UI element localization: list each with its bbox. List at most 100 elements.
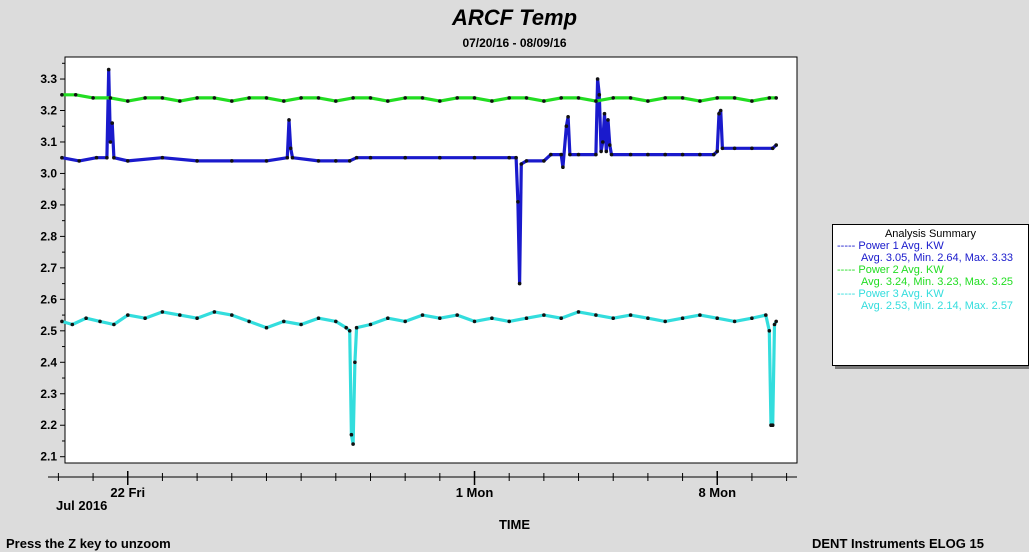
y-tick-label: 2.9 xyxy=(40,198,57,212)
data-point xyxy=(247,319,251,324)
data-point xyxy=(576,152,581,157)
data-point xyxy=(524,159,529,163)
legend-stats-2: Avg. 3.24, Min. 3.23, Max. 3.25 xyxy=(861,276,1014,288)
data-point xyxy=(559,152,563,157)
data-point xyxy=(602,111,607,116)
data-point xyxy=(264,325,269,330)
legend-series-3: ----- Power 3 Avg. KW xyxy=(837,288,944,300)
data-point xyxy=(680,152,685,157)
data-point xyxy=(472,319,477,324)
data-point xyxy=(715,149,719,154)
y-tick-label: 2.3 xyxy=(40,387,57,401)
data-point xyxy=(455,313,460,317)
y-tick-label: 3.1 xyxy=(40,135,57,149)
data-point xyxy=(767,329,772,333)
x-tick-label: 8 Mon xyxy=(698,485,736,500)
data-point xyxy=(455,96,460,100)
data-point xyxy=(112,322,116,327)
plot-area[interactable] xyxy=(64,56,798,464)
data-point xyxy=(576,96,581,100)
data-point xyxy=(354,325,359,330)
data-point xyxy=(559,96,563,100)
data-point xyxy=(628,152,633,157)
data-point xyxy=(403,155,408,160)
data-point xyxy=(386,99,390,103)
data-point xyxy=(126,99,130,103)
data-point xyxy=(110,121,114,125)
data-point xyxy=(195,96,199,100)
data-point xyxy=(732,146,737,151)
data-point xyxy=(282,319,286,324)
data-point xyxy=(490,99,494,103)
data-point xyxy=(353,360,357,365)
data-point xyxy=(472,96,477,100)
data-point xyxy=(472,155,477,160)
data-point xyxy=(564,124,569,128)
legend-stats-3: Avg. 2.53, Min. 2.14, Max. 2.57 xyxy=(861,300,1014,312)
data-point xyxy=(663,96,667,100)
data-point xyxy=(720,146,725,151)
data-point xyxy=(718,108,723,113)
y-axis: 2.1 2.2 2.3 2.4 2.5 2.6 2.7 2.8 2.9 3.0 3.1 3.2 3.3 xyxy=(40,62,65,464)
chart-title: ARCF Temp xyxy=(451,5,578,30)
data-point xyxy=(334,159,338,163)
legend-series-2: ----- Power 2 Avg. KW xyxy=(837,264,944,276)
data-point xyxy=(349,432,354,437)
data-point xyxy=(732,319,737,324)
data-point xyxy=(606,118,610,122)
x-month-label: Jul 2016 xyxy=(56,498,108,513)
data-point xyxy=(599,149,603,154)
data-point xyxy=(108,140,113,144)
data-point xyxy=(519,162,524,166)
legend-stats-1: Avg. 3.05, Min. 2.64, Max. 3.33 xyxy=(861,252,1014,264)
data-point xyxy=(160,96,165,100)
y-tick-label: 2.5 xyxy=(40,324,57,338)
series-layer xyxy=(60,67,778,446)
data-point xyxy=(178,99,182,103)
data-point xyxy=(524,96,529,100)
data-point xyxy=(212,310,217,314)
data-point xyxy=(299,322,303,327)
data-point xyxy=(287,118,291,122)
data-point xyxy=(715,316,719,321)
data-point xyxy=(60,319,64,324)
data-point xyxy=(561,165,565,169)
data-point xyxy=(264,159,269,163)
data-point xyxy=(628,96,633,100)
data-point xyxy=(576,310,581,314)
data-point xyxy=(715,96,719,100)
data-point xyxy=(299,96,303,100)
y-tick-label: 2.1 xyxy=(40,450,57,464)
data-point xyxy=(542,159,546,163)
data-point xyxy=(514,155,518,160)
data-point xyxy=(351,96,355,100)
data-point xyxy=(143,96,147,100)
data-point xyxy=(351,442,355,446)
data-point xyxy=(368,322,373,327)
legend-series-1: ----- Power 1 Avg. KW xyxy=(837,240,944,252)
data-point xyxy=(60,93,64,97)
legend: Analysis Summary ----- Power 1 Avg. KW Av… xyxy=(832,224,1029,366)
data-point xyxy=(334,99,338,103)
data-point xyxy=(767,96,772,100)
y-tick-label: 3.3 xyxy=(40,72,57,86)
data-point xyxy=(516,200,520,204)
data-point xyxy=(160,155,165,160)
data-point xyxy=(611,316,615,321)
data-point xyxy=(628,313,633,317)
data-point xyxy=(717,111,721,116)
y-tick-label: 2.4 xyxy=(40,355,57,369)
data-point xyxy=(347,329,352,333)
data-point xyxy=(178,313,182,317)
data-point xyxy=(774,319,778,324)
x-axis: 22 Fri 1 Mon 8 Mon xyxy=(57,471,788,500)
x-tick-label: 1 Mon xyxy=(456,485,494,500)
data-point xyxy=(334,319,338,324)
data-point xyxy=(542,99,546,103)
y-tick-label: 2.6 xyxy=(40,292,57,306)
data-point xyxy=(94,155,99,160)
data-point xyxy=(559,316,563,321)
data-point xyxy=(290,155,295,160)
data-point xyxy=(732,96,737,100)
